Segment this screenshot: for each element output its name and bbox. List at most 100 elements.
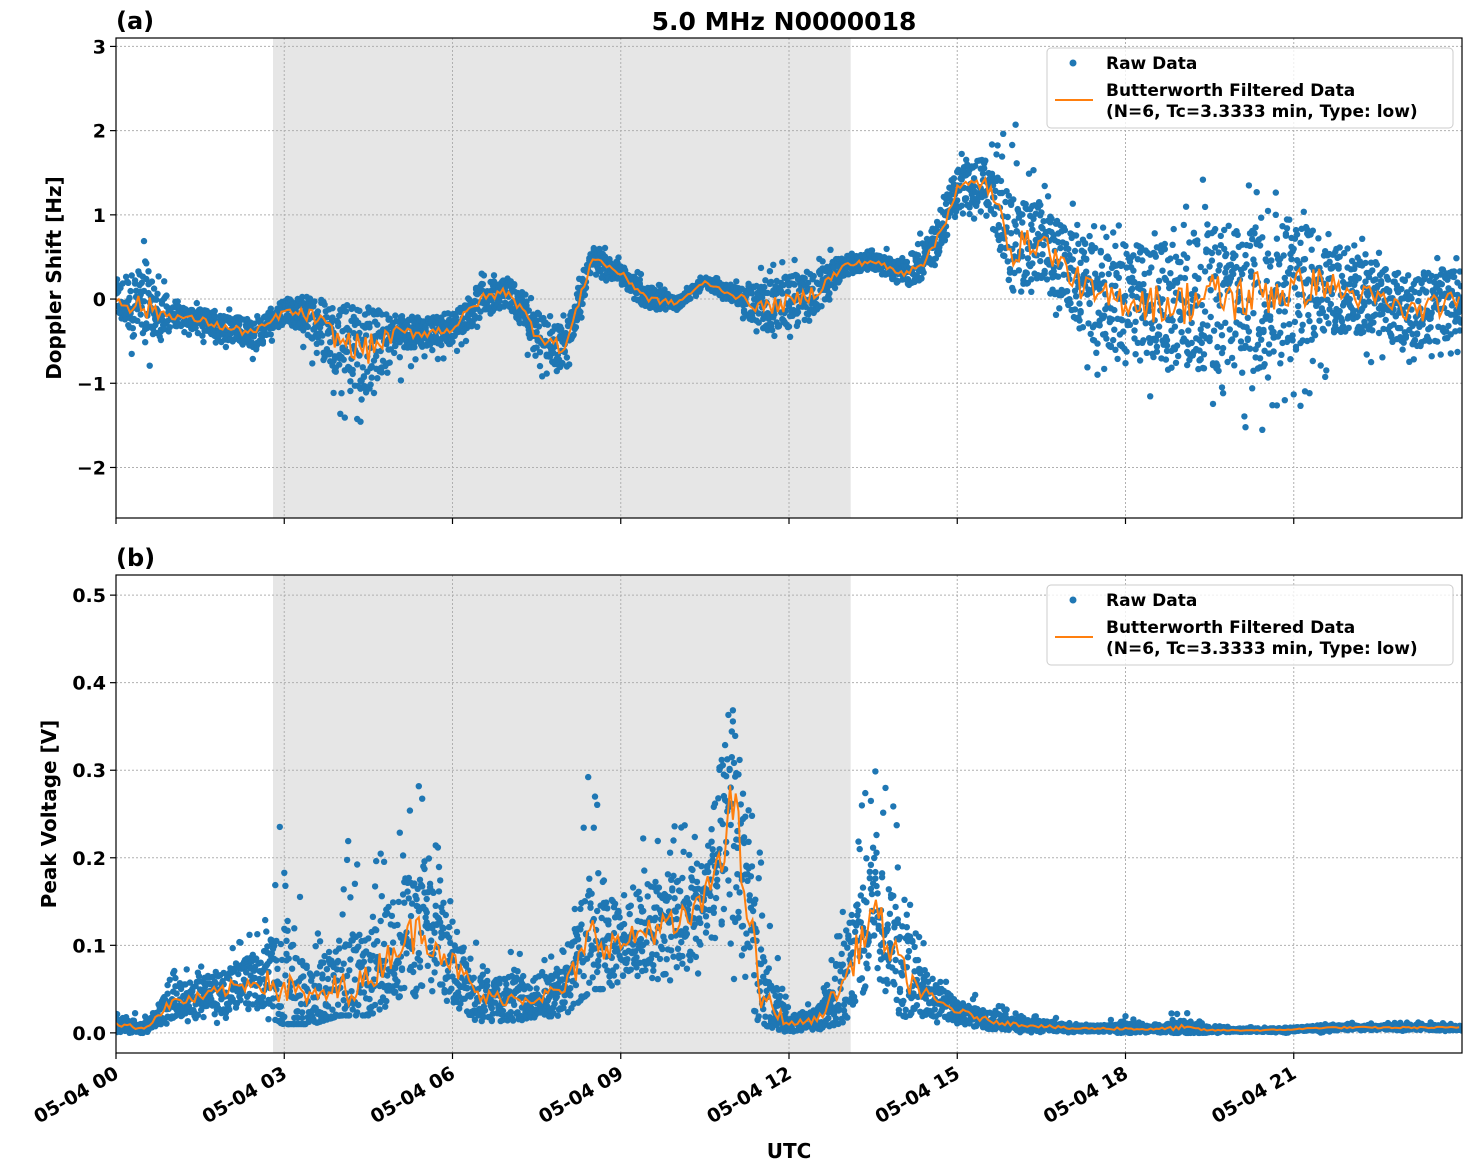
raw-data-point [1076, 317, 1083, 324]
raw-data-point [615, 254, 622, 261]
raw-data-point [313, 970, 320, 977]
raw-data-point [1170, 297, 1177, 304]
raw-data-point [1272, 189, 1280, 196]
raw-data-point [463, 985, 471, 992]
raw-data-point [1246, 242, 1254, 249]
raw-data-point [173, 990, 180, 997]
raw-data-point [1115, 222, 1123, 229]
raw-data-point [991, 210, 998, 218]
raw-data-point [1247, 268, 1255, 275]
raw-data-point [1177, 258, 1184, 266]
raw-data-point [544, 321, 551, 328]
raw-data-point [1287, 356, 1294, 363]
raw-data-point [249, 355, 256, 363]
raw-data-point [343, 348, 351, 355]
raw-data-point [347, 378, 354, 385]
raw-data-point [303, 962, 310, 969]
raw-data-point [382, 1003, 389, 1010]
raw-data-point [507, 1009, 514, 1016]
raw-data-point [551, 1000, 558, 1007]
raw-data-point [1247, 273, 1255, 280]
raw-data-point [476, 314, 483, 321]
raw-data-point [1030, 215, 1037, 222]
raw-data-point [963, 195, 970, 202]
raw-data-point [281, 869, 288, 876]
raw-data-point [1029, 226, 1036, 233]
raw-data-point [277, 940, 285, 948]
raw-data-point [285, 955, 292, 962]
raw-data-point [1172, 253, 1180, 260]
raw-data-point [1111, 306, 1118, 314]
raw-data-point [1438, 281, 1446, 288]
raw-data-point [1162, 356, 1170, 363]
raw-data-point [171, 967, 178, 975]
raw-data-point [1093, 349, 1100, 356]
raw-data-point [561, 999, 568, 1006]
raw-data-point [360, 373, 368, 381]
raw-data-point [481, 1007, 489, 1014]
raw-data-point [226, 306, 233, 313]
raw-data-point [1142, 320, 1149, 327]
raw-data-point [366, 995, 373, 1003]
raw-data-point [304, 323, 311, 330]
raw-data-point [1370, 319, 1377, 326]
raw-data-point [511, 282, 518, 289]
raw-data-point [1152, 253, 1160, 260]
raw-data-point [374, 321, 381, 328]
raw-data-point [211, 307, 218, 315]
raw-data-point [503, 981, 510, 988]
raw-data-point [357, 418, 364, 425]
raw-data-point [1182, 265, 1190, 272]
raw-data-point [1135, 281, 1143, 288]
raw-data-point [1353, 289, 1360, 296]
raw-data-point [1101, 365, 1108, 373]
raw-data-point [439, 981, 446, 988]
raw-data-point [358, 396, 365, 403]
raw-data-point [1151, 230, 1158, 237]
raw-data-point [355, 1001, 362, 1009]
raw-data-point [942, 200, 950, 207]
raw-data-point [536, 362, 544, 370]
raw-data-point [1005, 276, 1012, 284]
raw-data-point [636, 280, 643, 287]
raw-data-point [195, 973, 203, 980]
raw-data-point [438, 341, 445, 349]
raw-data-point [1301, 255, 1309, 263]
raw-data-point [284, 917, 291, 925]
raw-data-point [1168, 364, 1175, 371]
raw-data-point [1217, 232, 1225, 240]
raw-data-point [1336, 244, 1343, 251]
raw-data-point [1259, 234, 1266, 241]
raw-data-point [193, 299, 200, 307]
raw-data-point [199, 332, 206, 339]
raw-data-point [391, 349, 398, 357]
raw-data-point [560, 312, 567, 319]
raw-data-point [428, 937, 435, 944]
raw-data-point [1224, 358, 1231, 366]
raw-data-point [1112, 242, 1119, 250]
raw-data-point [1169, 241, 1176, 248]
raw-data-point [311, 298, 318, 305]
raw-data-point [1010, 196, 1017, 203]
raw-data-point [226, 1006, 233, 1013]
raw-data-point [411, 344, 418, 351]
raw-data-point [235, 970, 242, 978]
raw-data-point [997, 177, 1005, 185]
raw-data-point [966, 204, 973, 211]
raw-data-point [1057, 244, 1064, 252]
raw-data-point [1062, 240, 1070, 248]
legend-filtered-label: Butterworth Filtered Data [1106, 81, 1355, 101]
raw-data-point [434, 355, 442, 363]
raw-data-point [1077, 309, 1084, 316]
raw-data-point [1344, 245, 1351, 252]
raw-data-point [1122, 292, 1129, 300]
raw-data-point [1215, 267, 1222, 274]
raw-data-point [766, 268, 774, 275]
raw-data-point [480, 272, 488, 279]
raw-data-point [1086, 232, 1093, 240]
raw-data-point [185, 331, 193, 338]
raw-data-point [1309, 227, 1317, 234]
raw-data-point [1103, 335, 1110, 342]
raw-data-point [356, 307, 363, 314]
raw-data-point [1208, 257, 1216, 264]
